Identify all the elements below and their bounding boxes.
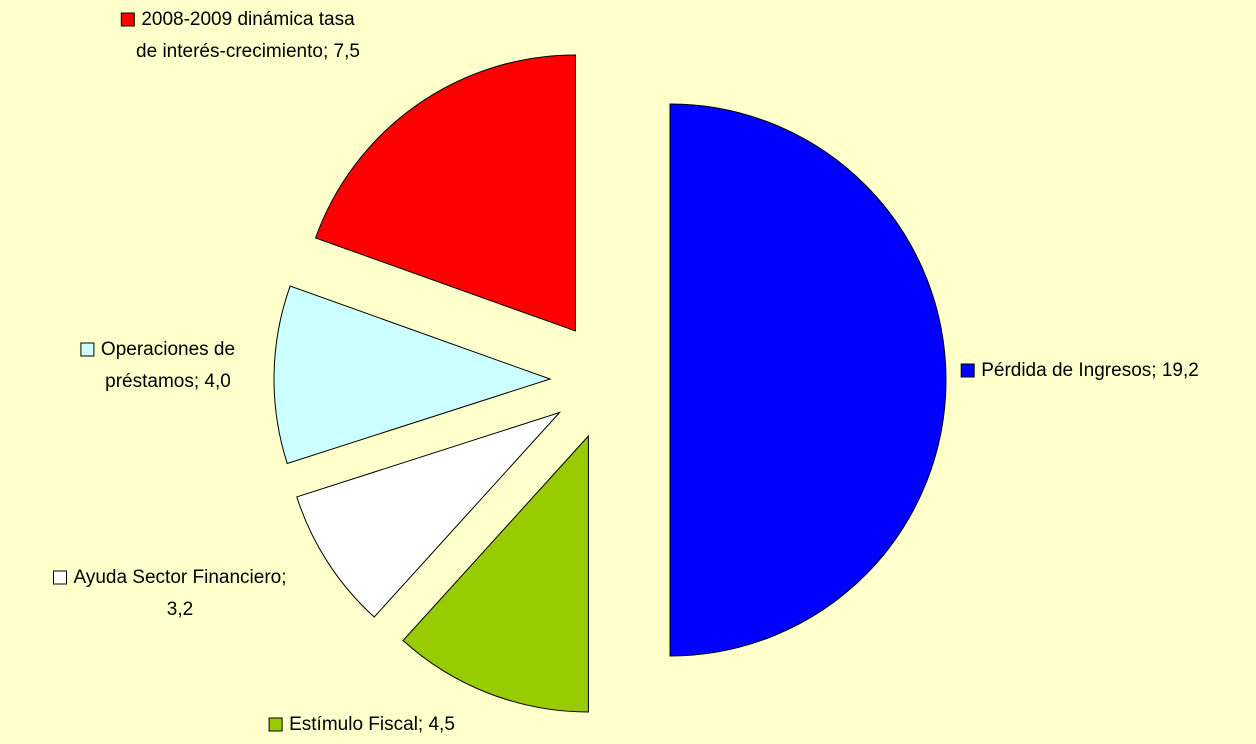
pie-slice xyxy=(402,434,589,713)
slice-label: 3,2 xyxy=(167,599,193,620)
slice-label: de interés-crecimiento; 7,5 xyxy=(136,41,360,62)
slice-label: 2008-2009 dinámica tasa xyxy=(141,9,355,30)
slice-label: Ayuda Sector Financiero; xyxy=(74,567,287,588)
pie-slice xyxy=(669,103,947,657)
pie-slice xyxy=(314,54,576,332)
slice-label: Estímulo Fiscal; 4,5 xyxy=(289,714,455,735)
slice-label: Operaciones de xyxy=(101,339,235,360)
legend-key xyxy=(960,363,975,378)
legend-key xyxy=(120,12,135,27)
slice-label: Pérdida de Ingresos; 19,2 xyxy=(981,360,1199,381)
slice-label: préstamos; 4,0 xyxy=(105,371,231,392)
legend-key xyxy=(53,570,67,585)
legend-key xyxy=(268,717,283,732)
pie-slice xyxy=(273,285,552,465)
legend-key xyxy=(80,342,95,357)
pie-slice xyxy=(296,411,562,618)
